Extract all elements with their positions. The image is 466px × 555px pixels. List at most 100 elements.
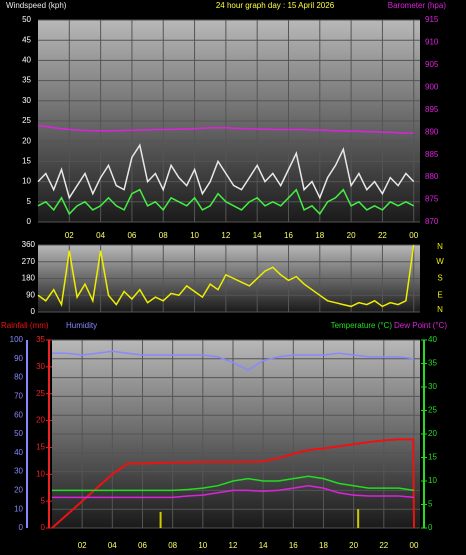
y2-tick-label: W [436, 257, 444, 266]
y2-tick-label: 910 [425, 38, 439, 47]
y-tick-label: 5 [27, 197, 32, 206]
y-tick-label: 360 [22, 240, 36, 249]
y2-tick-label: 35 [428, 359, 437, 368]
x-tick-label: 02 [65, 231, 74, 240]
x-tick-label: 12 [229, 541, 238, 550]
series-line [52, 475, 415, 492]
x-tick-label: 08 [159, 231, 168, 240]
y2-tick-label: 875 [425, 195, 439, 204]
y-tick-label: 45 [22, 35, 31, 44]
series-line [52, 350, 415, 371]
y-tick-label: 20 [14, 486, 23, 495]
x-tick-label: 14 [253, 231, 262, 240]
x-tick-label: 12 [221, 231, 230, 240]
x-tick-label: 04 [108, 541, 117, 550]
x-tick-label: 20 [347, 231, 356, 240]
y3-tick-label: 20 [36, 416, 45, 425]
y3-tick-label: 25 [36, 389, 45, 398]
x-tick-label: 20 [349, 541, 358, 550]
x-tick-label: 18 [319, 541, 328, 550]
y3-tick-label: 30 [36, 362, 45, 371]
y3-tick-label: 5 [41, 496, 46, 505]
y-tick-label: 270 [22, 257, 36, 266]
y-tick-label: 0 [31, 307, 36, 316]
y-tick-label: 15 [22, 157, 31, 166]
y2-tick-label: 0 [428, 523, 433, 532]
y2-tick-label: 10 [428, 476, 437, 485]
y2-tick-label: E [437, 290, 442, 299]
y2-tick-label: 895 [425, 105, 439, 114]
series-line [37, 124, 414, 134]
y3-tick-label: 10 [36, 469, 45, 478]
y2-tick-label: 870 [425, 217, 439, 226]
series-label: Windspeed (kph) [6, 1, 67, 10]
x-tick-label: 16 [289, 541, 298, 550]
x-tick-label: 22 [379, 541, 388, 550]
series-line [52, 484, 415, 499]
y-tick-label: 40 [22, 56, 31, 65]
y3-tick-label: 35 [36, 335, 45, 344]
y2-tick-label: N [437, 242, 443, 251]
y-tick-label: 100 [10, 335, 24, 344]
series-line [37, 188, 415, 216]
y2-tick-label: 30 [428, 382, 437, 391]
x-tick-label: 18 [315, 231, 324, 240]
x-tick-label: 10 [190, 231, 199, 240]
y2-tick-label: 40 [428, 335, 437, 344]
x-tick-label: 00 [410, 541, 419, 550]
y-tick-label: 10 [22, 177, 31, 186]
series-line [51, 438, 415, 529]
y-tick-label: 35 [22, 76, 31, 85]
chart-title: 24 hour graph day : 15 April 2026 [216, 1, 335, 10]
y-tick-label: 30 [14, 467, 23, 476]
x-tick-label: 08 [168, 541, 177, 550]
x-tick-label: 00 [409, 231, 418, 240]
y2-tick-label: S [437, 274, 442, 283]
y2-tick-label: 915 [425, 15, 439, 24]
x-tick-label: 04 [96, 231, 105, 240]
y-tick-label: 180 [22, 274, 36, 283]
y-tick-label: 60 [14, 410, 23, 419]
y3-tick-label: 15 [36, 443, 45, 452]
y2-tick-label: N [437, 305, 443, 314]
y-tick-label: 0 [19, 523, 24, 532]
y3-tick-label: 0 [41, 523, 46, 532]
y2-tick-label: 20 [428, 429, 437, 438]
series-label: Temperature (°C) [331, 321, 393, 330]
y-tick-label: 20 [22, 136, 31, 145]
series-line [37, 143, 415, 200]
y-tick-label: 25 [22, 116, 31, 125]
y2-tick-label: 25 [428, 406, 437, 415]
y2-tick-label: 885 [425, 150, 439, 159]
series-label: Rainfall (mm) [1, 321, 49, 330]
y-tick-label: 30 [22, 96, 31, 105]
x-tick-label: 16 [284, 231, 293, 240]
y-tick-label: 40 [14, 448, 23, 457]
y-tick-label: 90 [26, 290, 35, 299]
y-tick-label: 50 [14, 429, 23, 438]
series-label: Barometer (hpa) [388, 1, 447, 10]
series-line [37, 244, 415, 308]
x-tick-label: 22 [378, 231, 387, 240]
y-tick-label: 80 [14, 373, 23, 382]
y-tick-label: 70 [14, 392, 23, 401]
y2-tick-label: 15 [428, 453, 437, 462]
y2-tick-label: 900 [425, 82, 439, 91]
x-tick-label: 06 [138, 541, 147, 550]
y-tick-label: 10 [14, 504, 23, 513]
y-tick-label: 90 [14, 354, 23, 363]
x-tick-label: 06 [127, 231, 136, 240]
x-tick-label: 14 [259, 541, 268, 550]
y2-tick-label: 880 [425, 172, 439, 181]
y2-tick-label: 5 [428, 500, 433, 509]
x-tick-label: 10 [198, 541, 207, 550]
y-tick-label: 50 [22, 15, 31, 24]
y2-tick-label: 905 [425, 60, 439, 69]
y-tick-label: 0 [27, 217, 32, 226]
bar [159, 511, 162, 528]
series-label: Dew Point (°C) [394, 321, 447, 330]
y2-tick-label: 890 [425, 127, 439, 136]
x-tick-label: 02 [78, 541, 87, 550]
bar [357, 509, 360, 528]
series-label: Humidity [66, 321, 97, 330]
